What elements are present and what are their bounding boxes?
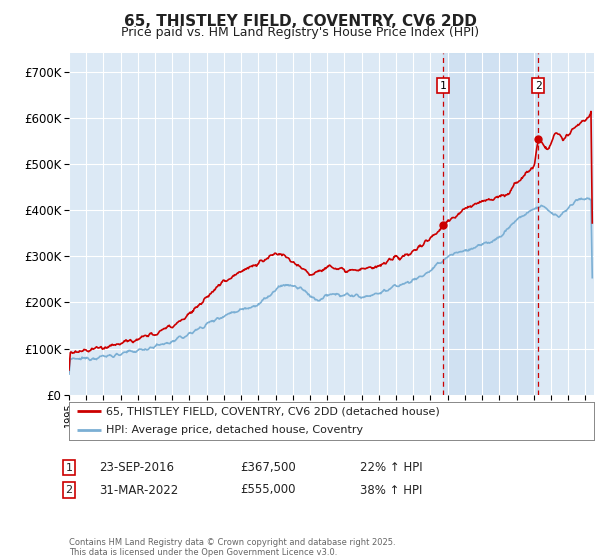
Text: £555,000: £555,000: [240, 483, 296, 497]
Text: 23-SEP-2016: 23-SEP-2016: [99, 461, 174, 474]
Text: Contains HM Land Registry data © Crown copyright and database right 2025.
This d: Contains HM Land Registry data © Crown c…: [69, 538, 395, 557]
Text: 2: 2: [65, 485, 73, 495]
Text: 2: 2: [535, 81, 541, 91]
Text: £367,500: £367,500: [240, 461, 296, 474]
Text: HPI: Average price, detached house, Coventry: HPI: Average price, detached house, Cove…: [106, 425, 363, 435]
Text: 1: 1: [65, 463, 73, 473]
Text: 31-MAR-2022: 31-MAR-2022: [99, 483, 178, 497]
Text: 22% ↑ HPI: 22% ↑ HPI: [360, 461, 422, 474]
Text: 65, THISTLEY FIELD, COVENTRY, CV6 2DD (detached house): 65, THISTLEY FIELD, COVENTRY, CV6 2DD (d…: [106, 406, 439, 416]
Text: 38% ↑ HPI: 38% ↑ HPI: [360, 483, 422, 497]
Text: 65, THISTLEY FIELD, COVENTRY, CV6 2DD: 65, THISTLEY FIELD, COVENTRY, CV6 2DD: [124, 14, 476, 29]
Text: 1: 1: [440, 81, 446, 91]
Text: Price paid vs. HM Land Registry's House Price Index (HPI): Price paid vs. HM Land Registry's House …: [121, 26, 479, 39]
Bar: [443, 53, 538, 395]
